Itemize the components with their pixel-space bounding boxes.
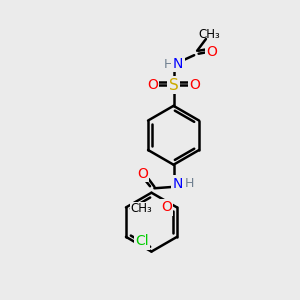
Text: CH₃: CH₃ xyxy=(130,202,152,215)
Text: H: H xyxy=(185,177,194,190)
Text: S: S xyxy=(169,78,178,93)
Text: O: O xyxy=(206,45,217,59)
Text: O: O xyxy=(137,167,148,181)
Text: N: N xyxy=(173,177,183,191)
Text: O: O xyxy=(161,200,172,214)
Text: H: H xyxy=(164,58,173,70)
Text: CH₃: CH₃ xyxy=(198,28,220,41)
Text: O: O xyxy=(189,78,200,92)
Text: N: N xyxy=(173,57,183,71)
Text: Cl: Cl xyxy=(135,234,149,248)
Text: O: O xyxy=(147,78,158,92)
